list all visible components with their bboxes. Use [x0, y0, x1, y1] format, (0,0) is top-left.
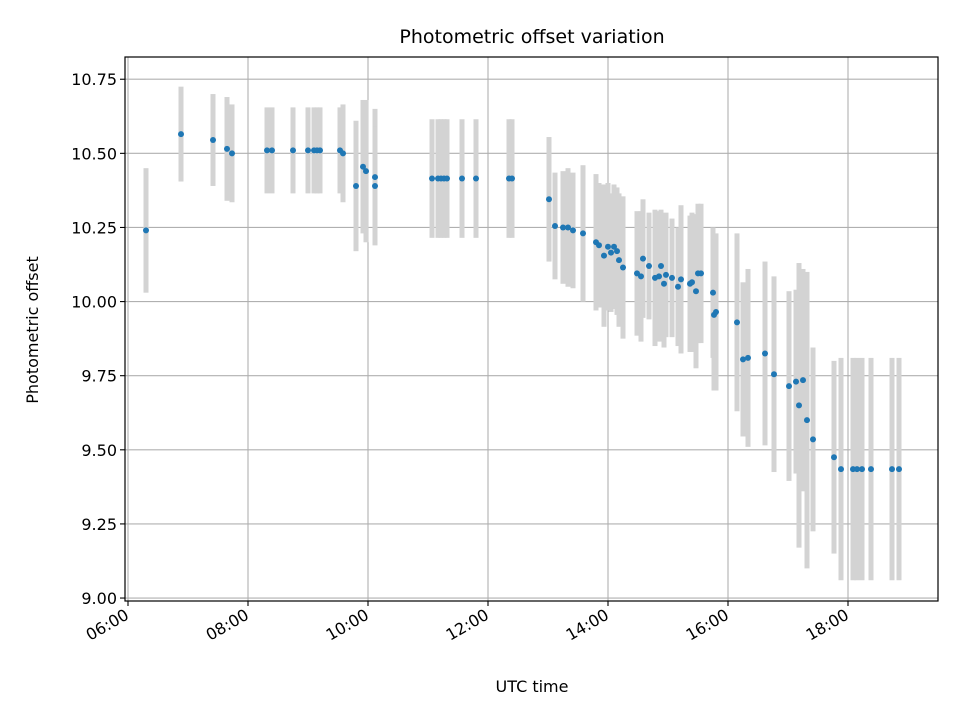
- data-point: [796, 402, 802, 409]
- data-point: [734, 319, 740, 326]
- data-point: [889, 466, 895, 473]
- data-point: [340, 150, 346, 157]
- data-point: [868, 466, 874, 473]
- data-point: [663, 271, 669, 278]
- data-point: [560, 224, 566, 231]
- y-axis-label: Photometric offset: [23, 256, 42, 404]
- data-point: [638, 273, 644, 280]
- data-point: [698, 270, 704, 277]
- data-point: [210, 137, 216, 144]
- data-point: [552, 222, 558, 229]
- data-point: [620, 264, 626, 271]
- chart-title: Photometric offset variation: [399, 26, 664, 48]
- data-point: [804, 417, 810, 424]
- data-point: [713, 308, 719, 315]
- data-point: [658, 263, 664, 270]
- y-tick-label: 9.75: [81, 367, 117, 386]
- data-point: [565, 224, 571, 231]
- data-point: [831, 454, 837, 461]
- data-point: [693, 288, 699, 295]
- data-point: [800, 377, 806, 384]
- data-point: [229, 150, 235, 157]
- data-point: [786, 383, 792, 390]
- data-point: [640, 255, 646, 262]
- data-point: [473, 175, 479, 182]
- data-point: [444, 175, 450, 182]
- data-point: [580, 230, 586, 237]
- data-point: [611, 243, 617, 250]
- y-tick-label: 10.50: [71, 144, 117, 163]
- data-point: [646, 263, 652, 270]
- data-point: [363, 168, 369, 175]
- y-tick-label: 9.25: [81, 515, 117, 534]
- data-point: [616, 257, 622, 264]
- data-point: [224, 145, 230, 152]
- data-point: [710, 289, 716, 296]
- data-point: [596, 242, 602, 249]
- y-tick-label: 10.75: [71, 70, 117, 89]
- data-point: [353, 182, 359, 189]
- data-point: [675, 283, 681, 290]
- data-point: [793, 378, 799, 385]
- x-axis-label: UTC time: [496, 677, 569, 696]
- y-tick-label: 9.00: [81, 589, 117, 608]
- data-point: [290, 147, 296, 154]
- data-point: [678, 276, 684, 283]
- data-point: [669, 274, 675, 281]
- y-tick-label: 10.25: [71, 218, 117, 237]
- data-point: [656, 273, 662, 280]
- data-point: [372, 182, 378, 189]
- point-layer: [143, 131, 902, 473]
- data-point: [896, 466, 902, 473]
- data-point: [601, 252, 607, 259]
- data-point: [178, 131, 184, 138]
- data-point: [360, 163, 366, 170]
- y-tick-label: 9.50: [81, 441, 117, 460]
- data-point: [546, 196, 552, 203]
- data-point: [264, 147, 270, 154]
- data-point: [859, 466, 865, 473]
- data-point: [509, 175, 515, 182]
- data-point: [745, 354, 751, 361]
- data-point: [317, 147, 323, 154]
- data-point: [605, 243, 611, 250]
- data-point: [608, 249, 614, 256]
- data-point: [771, 371, 777, 378]
- data-point: [570, 227, 576, 234]
- data-point: [372, 174, 378, 181]
- data-point: [661, 280, 667, 287]
- data-point: [429, 175, 435, 182]
- data-point: [810, 436, 816, 443]
- data-point: [143, 227, 149, 234]
- data-point: [762, 350, 768, 357]
- plot-frame: [124, 56, 939, 602]
- data-point: [838, 466, 844, 473]
- data-point: [689, 279, 695, 286]
- data-point: [740, 356, 746, 363]
- y-tick-label: 10.00: [71, 293, 117, 312]
- data-point: [614, 248, 620, 255]
- data-point: [305, 147, 311, 154]
- data-point: [854, 466, 860, 473]
- data-point: [459, 175, 465, 182]
- data-point: [269, 147, 275, 154]
